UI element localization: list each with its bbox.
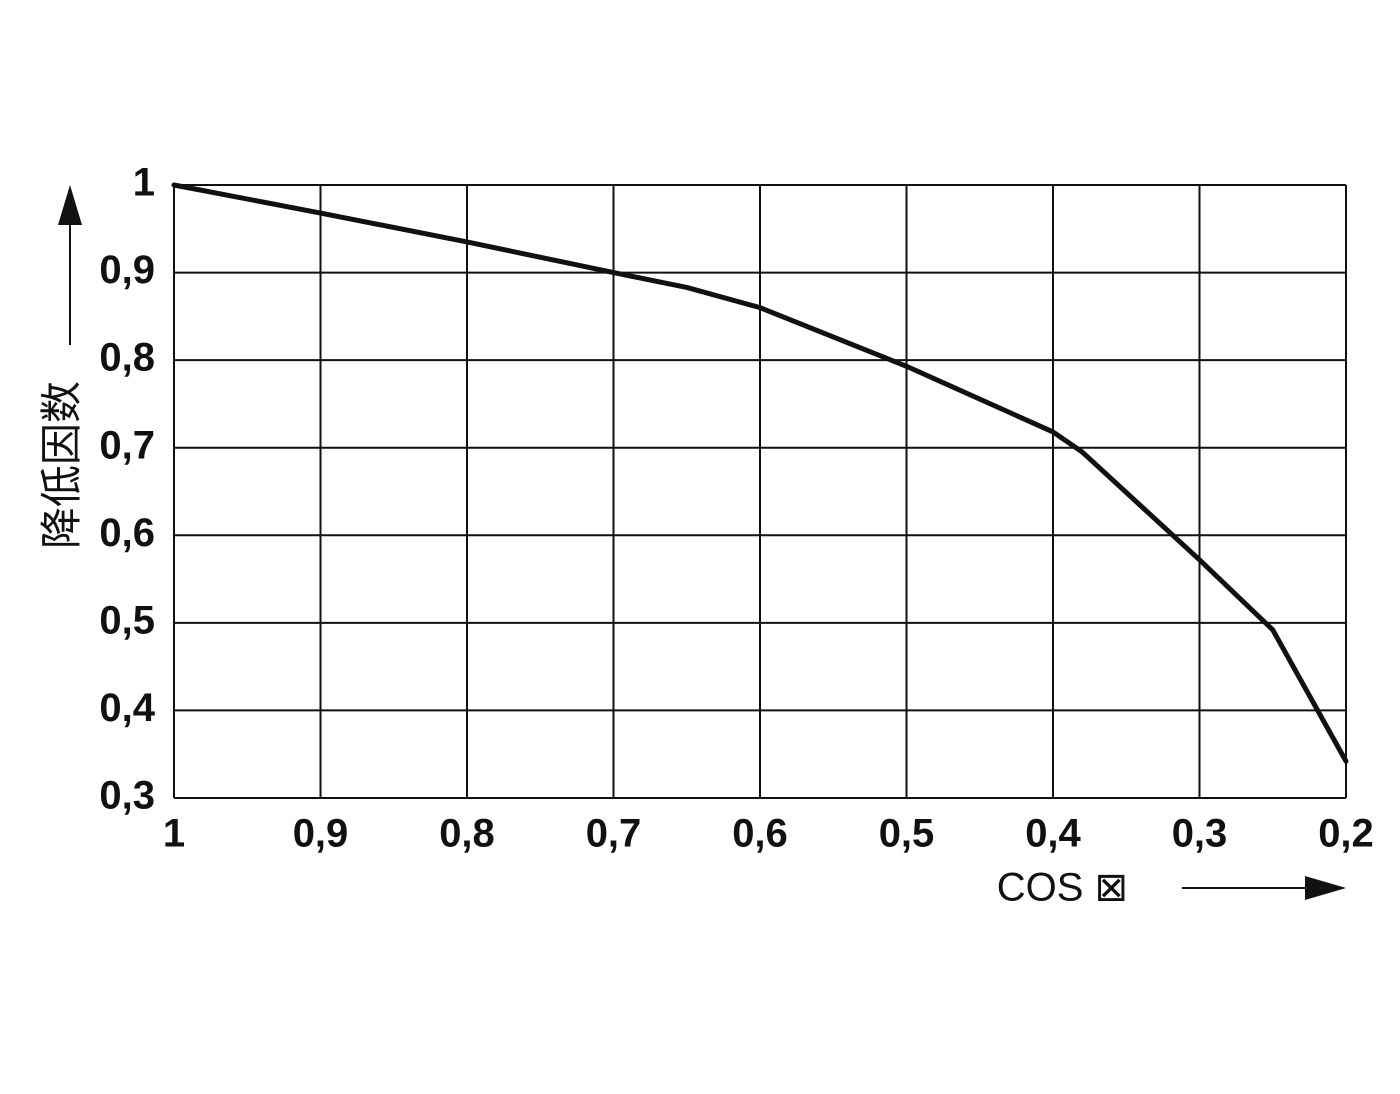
- x-arrow-head: [1305, 876, 1346, 900]
- y-tick-label: 0,4: [99, 686, 155, 730]
- x-tick-label: 1: [163, 812, 185, 856]
- x-tick-label: 0,5: [879, 812, 935, 856]
- x-axis-label: COS ⊠: [997, 866, 1128, 910]
- y-tick-label: 0,9: [99, 248, 155, 292]
- y-tick-label: 0,3: [99, 774, 155, 818]
- data-line: [171, 182, 1349, 764]
- x-tick-label: 0,6: [732, 812, 788, 856]
- y-tick-label: 0,8: [99, 336, 155, 380]
- x-tick-label: 0,3: [1172, 812, 1228, 856]
- x-tick-label: 0,8: [439, 812, 495, 856]
- x-tick-label: 0,4: [1025, 812, 1081, 856]
- y-tick-label: 0,6: [99, 511, 155, 555]
- y-tick-label: 1: [133, 161, 155, 205]
- y-tick-label: 0,5: [99, 598, 155, 642]
- y-axis-label: 降低因数: [38, 381, 85, 549]
- y-arrow-head: [58, 185, 82, 225]
- y-tick-label: 0,7: [99, 423, 155, 467]
- x-tick-label: 0,9: [293, 812, 349, 856]
- x-tick-label: 0,7: [586, 812, 642, 856]
- x-tick-label: 0,2: [1318, 812, 1374, 856]
